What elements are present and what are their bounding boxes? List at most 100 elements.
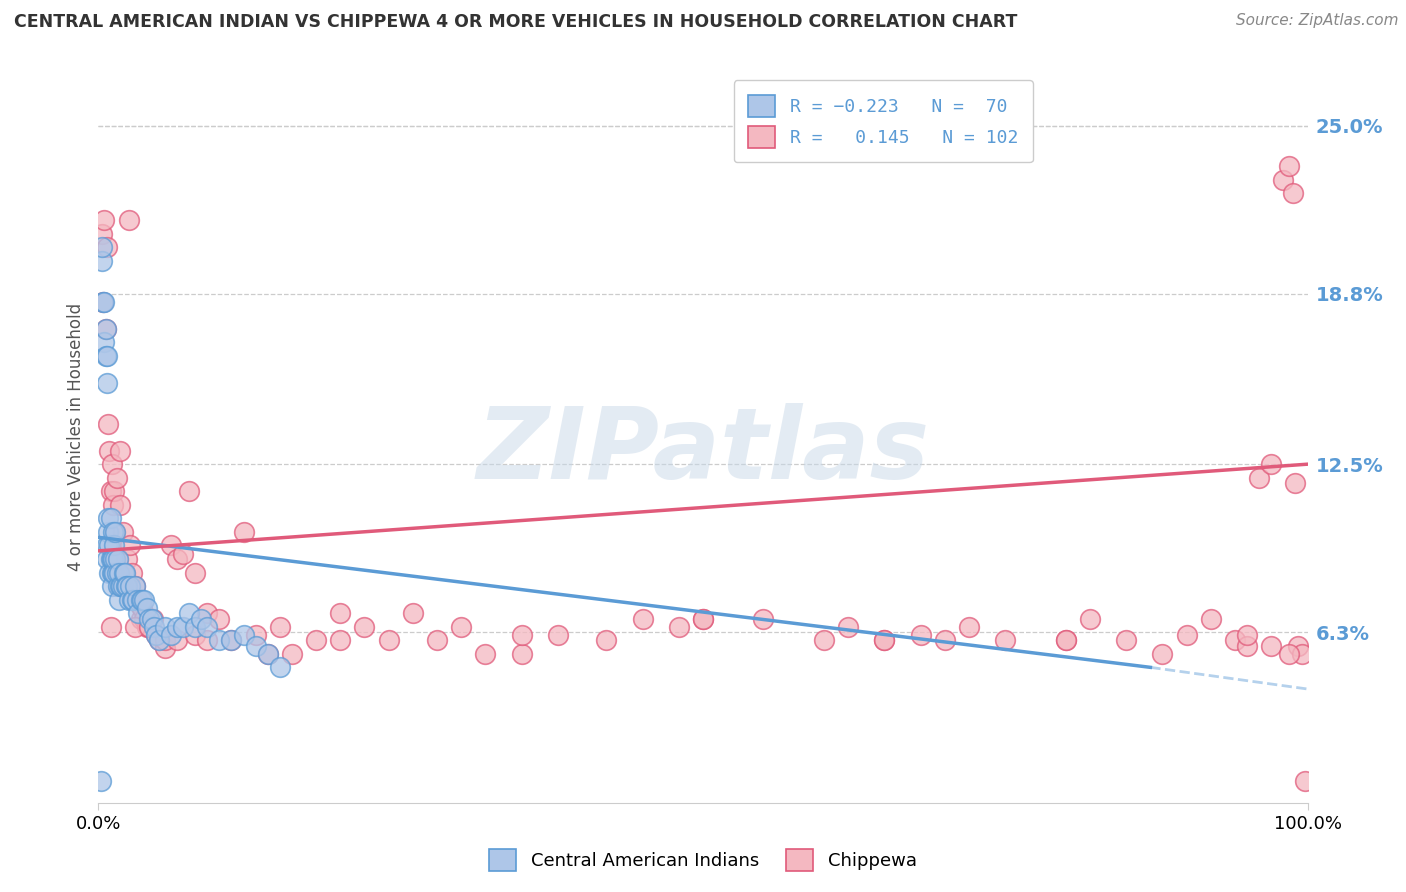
Point xyxy=(90,774,112,789)
Point xyxy=(329,633,352,648)
Point xyxy=(184,628,207,642)
Point xyxy=(1175,628,1198,642)
Point xyxy=(121,592,143,607)
Point xyxy=(245,628,267,642)
Point xyxy=(108,592,131,607)
Point xyxy=(1282,186,1305,201)
Point xyxy=(208,633,231,648)
Point xyxy=(184,620,207,634)
Point xyxy=(127,592,149,607)
Point xyxy=(1284,476,1306,491)
Point xyxy=(118,579,141,593)
Text: ZIPatlas: ZIPatlas xyxy=(477,403,929,500)
Point xyxy=(107,552,129,566)
Point xyxy=(100,484,122,499)
Point xyxy=(100,552,122,566)
Point xyxy=(1249,471,1271,485)
Point xyxy=(256,647,278,661)
Point xyxy=(994,633,1017,648)
Point xyxy=(281,647,304,661)
Point xyxy=(103,566,125,580)
Point xyxy=(934,633,956,648)
Point xyxy=(110,579,132,593)
Point xyxy=(1152,647,1174,661)
Point xyxy=(510,628,533,642)
Point xyxy=(96,552,118,566)
Point xyxy=(124,620,146,634)
Point xyxy=(124,579,146,593)
Point xyxy=(111,524,134,539)
Point xyxy=(160,538,183,552)
Point xyxy=(148,633,170,648)
Point xyxy=(107,579,129,593)
Point xyxy=(104,524,127,539)
Point xyxy=(97,417,120,431)
Point xyxy=(100,579,122,593)
Point xyxy=(153,641,176,656)
Point xyxy=(104,552,127,566)
Point xyxy=(450,620,472,634)
Point xyxy=(377,633,399,648)
Point xyxy=(101,552,124,566)
Point xyxy=(105,566,128,580)
Point xyxy=(1223,633,1246,648)
Point xyxy=(100,511,122,525)
Point xyxy=(107,552,129,566)
Point xyxy=(111,579,134,593)
Point xyxy=(166,620,188,634)
Point xyxy=(122,592,145,607)
Point xyxy=(138,611,160,625)
Point xyxy=(179,484,201,499)
Point xyxy=(115,579,138,593)
Point xyxy=(1278,159,1301,173)
Legend: R = −0.223   N =  70, R =   0.145   N = 102: R = −0.223 N = 70, R = 0.145 N = 102 xyxy=(734,80,1032,162)
Point xyxy=(160,628,183,642)
Point xyxy=(141,611,163,625)
Point xyxy=(91,254,114,268)
Point xyxy=(96,538,118,552)
Point xyxy=(94,322,117,336)
Point xyxy=(91,240,114,254)
Point xyxy=(143,620,166,634)
Point xyxy=(1054,633,1077,648)
Point xyxy=(96,349,118,363)
Point xyxy=(1078,611,1101,625)
Point xyxy=(166,552,188,566)
Point xyxy=(184,566,207,580)
Point xyxy=(93,294,115,309)
Point xyxy=(547,628,569,642)
Point xyxy=(101,524,124,539)
Point xyxy=(91,294,114,309)
Point xyxy=(208,611,231,625)
Point xyxy=(172,547,194,561)
Point xyxy=(93,335,115,350)
Point xyxy=(595,633,617,648)
Point xyxy=(128,598,150,612)
Point xyxy=(510,647,533,661)
Point xyxy=(631,611,654,625)
Point xyxy=(813,633,835,648)
Point xyxy=(108,443,131,458)
Point xyxy=(195,620,218,634)
Point xyxy=(131,600,153,615)
Point xyxy=(129,611,152,625)
Point xyxy=(97,524,120,539)
Point xyxy=(474,647,496,661)
Text: Source: ZipAtlas.com: Source: ZipAtlas.com xyxy=(1236,13,1399,29)
Point xyxy=(1260,457,1282,471)
Point xyxy=(101,498,124,512)
Point xyxy=(837,620,859,634)
Point xyxy=(98,566,121,580)
Point xyxy=(166,633,188,648)
Point xyxy=(195,606,218,620)
Point xyxy=(91,294,114,309)
Point xyxy=(93,213,115,227)
Point xyxy=(232,628,254,642)
Point xyxy=(100,566,122,580)
Point xyxy=(153,620,176,634)
Point xyxy=(117,552,139,566)
Point xyxy=(269,620,291,634)
Point xyxy=(112,566,135,580)
Point xyxy=(118,592,141,607)
Point xyxy=(1291,647,1313,661)
